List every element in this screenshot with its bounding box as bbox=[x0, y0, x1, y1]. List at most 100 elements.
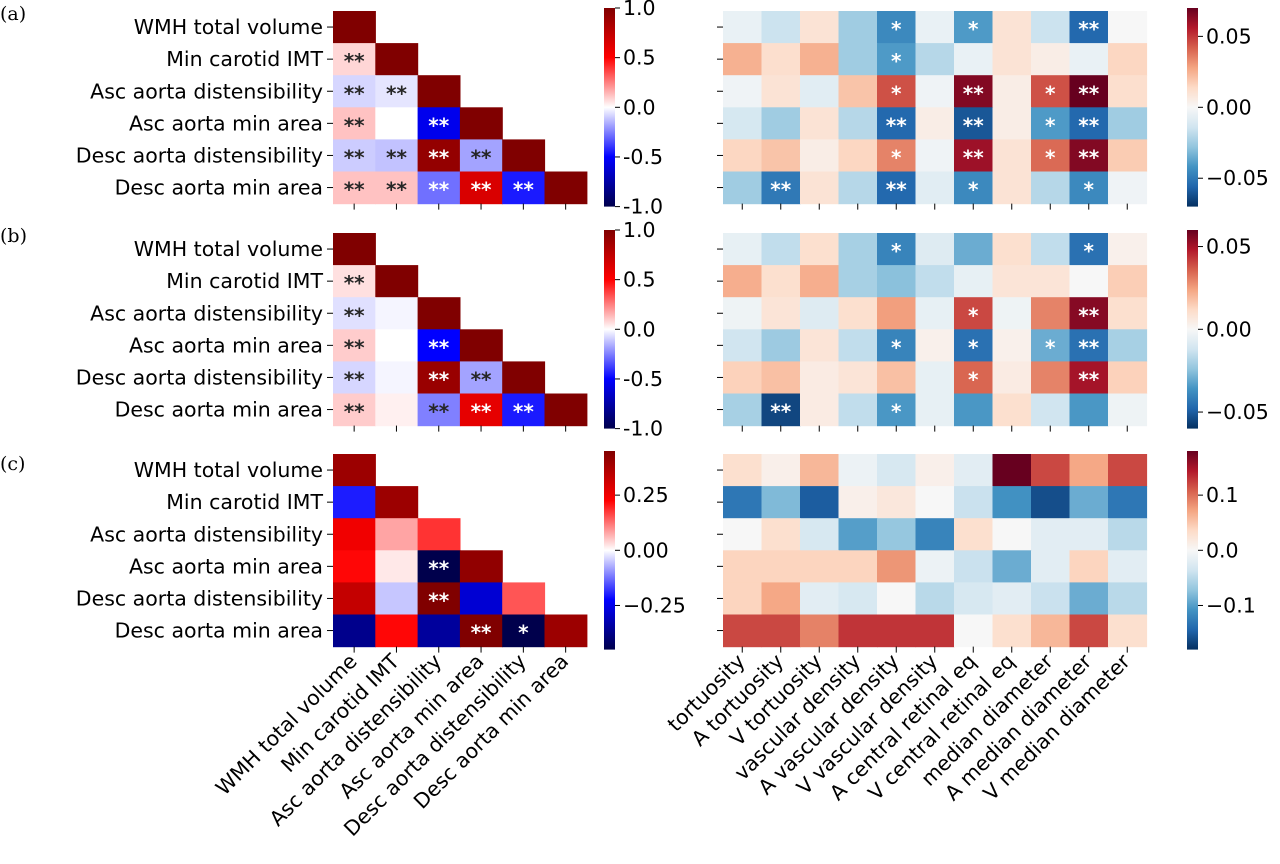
heatmap-cell bbox=[1069, 107, 1109, 140]
heatmap-cell bbox=[1031, 454, 1071, 487]
heatmap-cell bbox=[877, 75, 917, 108]
heatmap-cell bbox=[992, 454, 1032, 487]
heatmap-cell bbox=[915, 265, 955, 298]
heatmap-cell bbox=[1108, 75, 1148, 108]
heatmap-cell bbox=[1108, 582, 1148, 616]
heatmap-cell bbox=[954, 582, 994, 616]
heatmap-cell bbox=[417, 582, 461, 616]
heatmap-cell bbox=[1031, 614, 1071, 648]
row-label: Desc aorta min area bbox=[115, 176, 323, 200]
heatmap-cell bbox=[375, 43, 419, 76]
heatmap-cell bbox=[723, 139, 763, 173]
colorbar-left: −0.25 0.00 0.25 bbox=[604, 451, 686, 650]
heatmap-cell bbox=[761, 265, 801, 298]
heatmap-cell bbox=[915, 107, 955, 140]
heatmap-cell bbox=[954, 43, 994, 76]
heatmap-cell bbox=[333, 43, 376, 76]
significance-label: ** bbox=[471, 178, 492, 202]
heatmap-cell bbox=[1108, 361, 1148, 395]
heatmap-cell bbox=[761, 518, 801, 551]
heatmap-cell bbox=[333, 518, 376, 551]
heatmap-cell bbox=[992, 75, 1032, 108]
colorbar-gradient bbox=[1187, 8, 1198, 207]
heatmap-cell bbox=[375, 361, 419, 395]
heatmap-cell bbox=[723, 297, 763, 330]
significance-label: ** bbox=[428, 145, 449, 169]
significance-label: ** bbox=[386, 178, 407, 202]
heatmap-cell bbox=[877, 265, 917, 298]
heatmap-cell bbox=[954, 518, 994, 551]
heatmap-cell bbox=[1108, 265, 1148, 298]
significance-label: * bbox=[1045, 335, 1056, 359]
heatmap-cell bbox=[459, 139, 503, 173]
heatmap-cell bbox=[1108, 518, 1148, 551]
heatmap-cell bbox=[954, 454, 994, 487]
heatmap-cell bbox=[1031, 361, 1071, 395]
row-label: Desc aorta distensibility bbox=[76, 586, 323, 610]
heatmap-cell bbox=[992, 486, 1032, 519]
heatmap-cell bbox=[333, 550, 376, 583]
significance-label: * bbox=[1045, 113, 1056, 137]
heatmap-cell bbox=[502, 393, 546, 427]
heatmap-cell bbox=[877, 518, 917, 551]
heatmap-cell bbox=[1031, 11, 1071, 44]
heatmap-cell bbox=[877, 550, 917, 583]
heatmap-cell bbox=[915, 171, 955, 205]
heatmap-cell bbox=[954, 329, 994, 362]
heatmap-cell bbox=[417, 297, 461, 330]
heatmap-cell bbox=[761, 139, 801, 173]
heatmap-cell bbox=[838, 171, 878, 205]
significance-label: * bbox=[968, 17, 979, 41]
heatmap-cell bbox=[992, 297, 1032, 330]
heatmap-cell bbox=[333, 582, 376, 616]
heatmap-cell bbox=[459, 614, 503, 648]
heatmap-cell bbox=[417, 107, 461, 140]
heatmap-cell bbox=[915, 393, 955, 427]
significance-label: ** bbox=[344, 113, 365, 137]
heatmap-cell bbox=[417, 550, 461, 583]
significance-label: ** bbox=[1078, 145, 1099, 169]
heatmap-cell bbox=[1031, 518, 1071, 551]
colorbar-gradient bbox=[1187, 230, 1198, 429]
significance-label: * bbox=[968, 367, 979, 391]
heatmap-cell bbox=[1108, 614, 1148, 648]
heatmap-cell bbox=[375, 171, 419, 205]
heatmap-cell bbox=[992, 139, 1032, 173]
heatmap-cell bbox=[800, 107, 840, 140]
colorbar-right: −0.1 0.0 0.1 bbox=[1187, 451, 1256, 650]
heatmap-cell bbox=[800, 43, 840, 76]
significance-label: ** bbox=[513, 178, 534, 202]
heatmap-cell bbox=[1108, 329, 1148, 362]
significance-label: ** bbox=[344, 178, 365, 202]
colorbar-tick-label: -1.0 bbox=[623, 195, 663, 219]
heatmap-cell bbox=[1031, 550, 1071, 583]
retinal-heatmap: * * **** ** * **** ** * *** ** * **** ** * * bbox=[717, 11, 1148, 210]
heatmap-cell bbox=[1069, 11, 1109, 44]
heatmap-cell bbox=[838, 297, 878, 330]
heatmap-cell bbox=[761, 297, 801, 330]
colorbar-tick-label: 0.05 bbox=[1206, 235, 1252, 259]
heatmap-cell bbox=[333, 75, 376, 108]
heatmap-cell bbox=[954, 550, 994, 583]
heatmap-cell bbox=[723, 11, 763, 44]
heatmap-cell bbox=[1108, 393, 1148, 427]
heatmap-cell bbox=[838, 11, 878, 44]
significance-label: ** bbox=[344, 145, 365, 169]
heatmap-cell bbox=[1108, 454, 1148, 487]
heatmap-cell bbox=[723, 75, 763, 108]
heatmap-cell bbox=[838, 454, 878, 487]
heatmap-cell bbox=[915, 550, 955, 583]
significance-label: ** bbox=[428, 400, 449, 424]
significance-label: ** bbox=[428, 588, 449, 612]
heatmap-cell bbox=[1031, 329, 1071, 362]
heatmap-cell bbox=[1108, 139, 1148, 173]
significance-label: ** bbox=[886, 113, 907, 137]
heatmap-cell bbox=[333, 107, 376, 140]
heatmap-cell bbox=[877, 11, 917, 44]
heatmap-cell bbox=[761, 233, 801, 266]
heatmap-cell bbox=[723, 329, 763, 362]
heatmap-cell bbox=[1069, 171, 1109, 205]
heatmap-cell bbox=[1031, 107, 1071, 140]
heatmap-cell bbox=[761, 107, 801, 140]
